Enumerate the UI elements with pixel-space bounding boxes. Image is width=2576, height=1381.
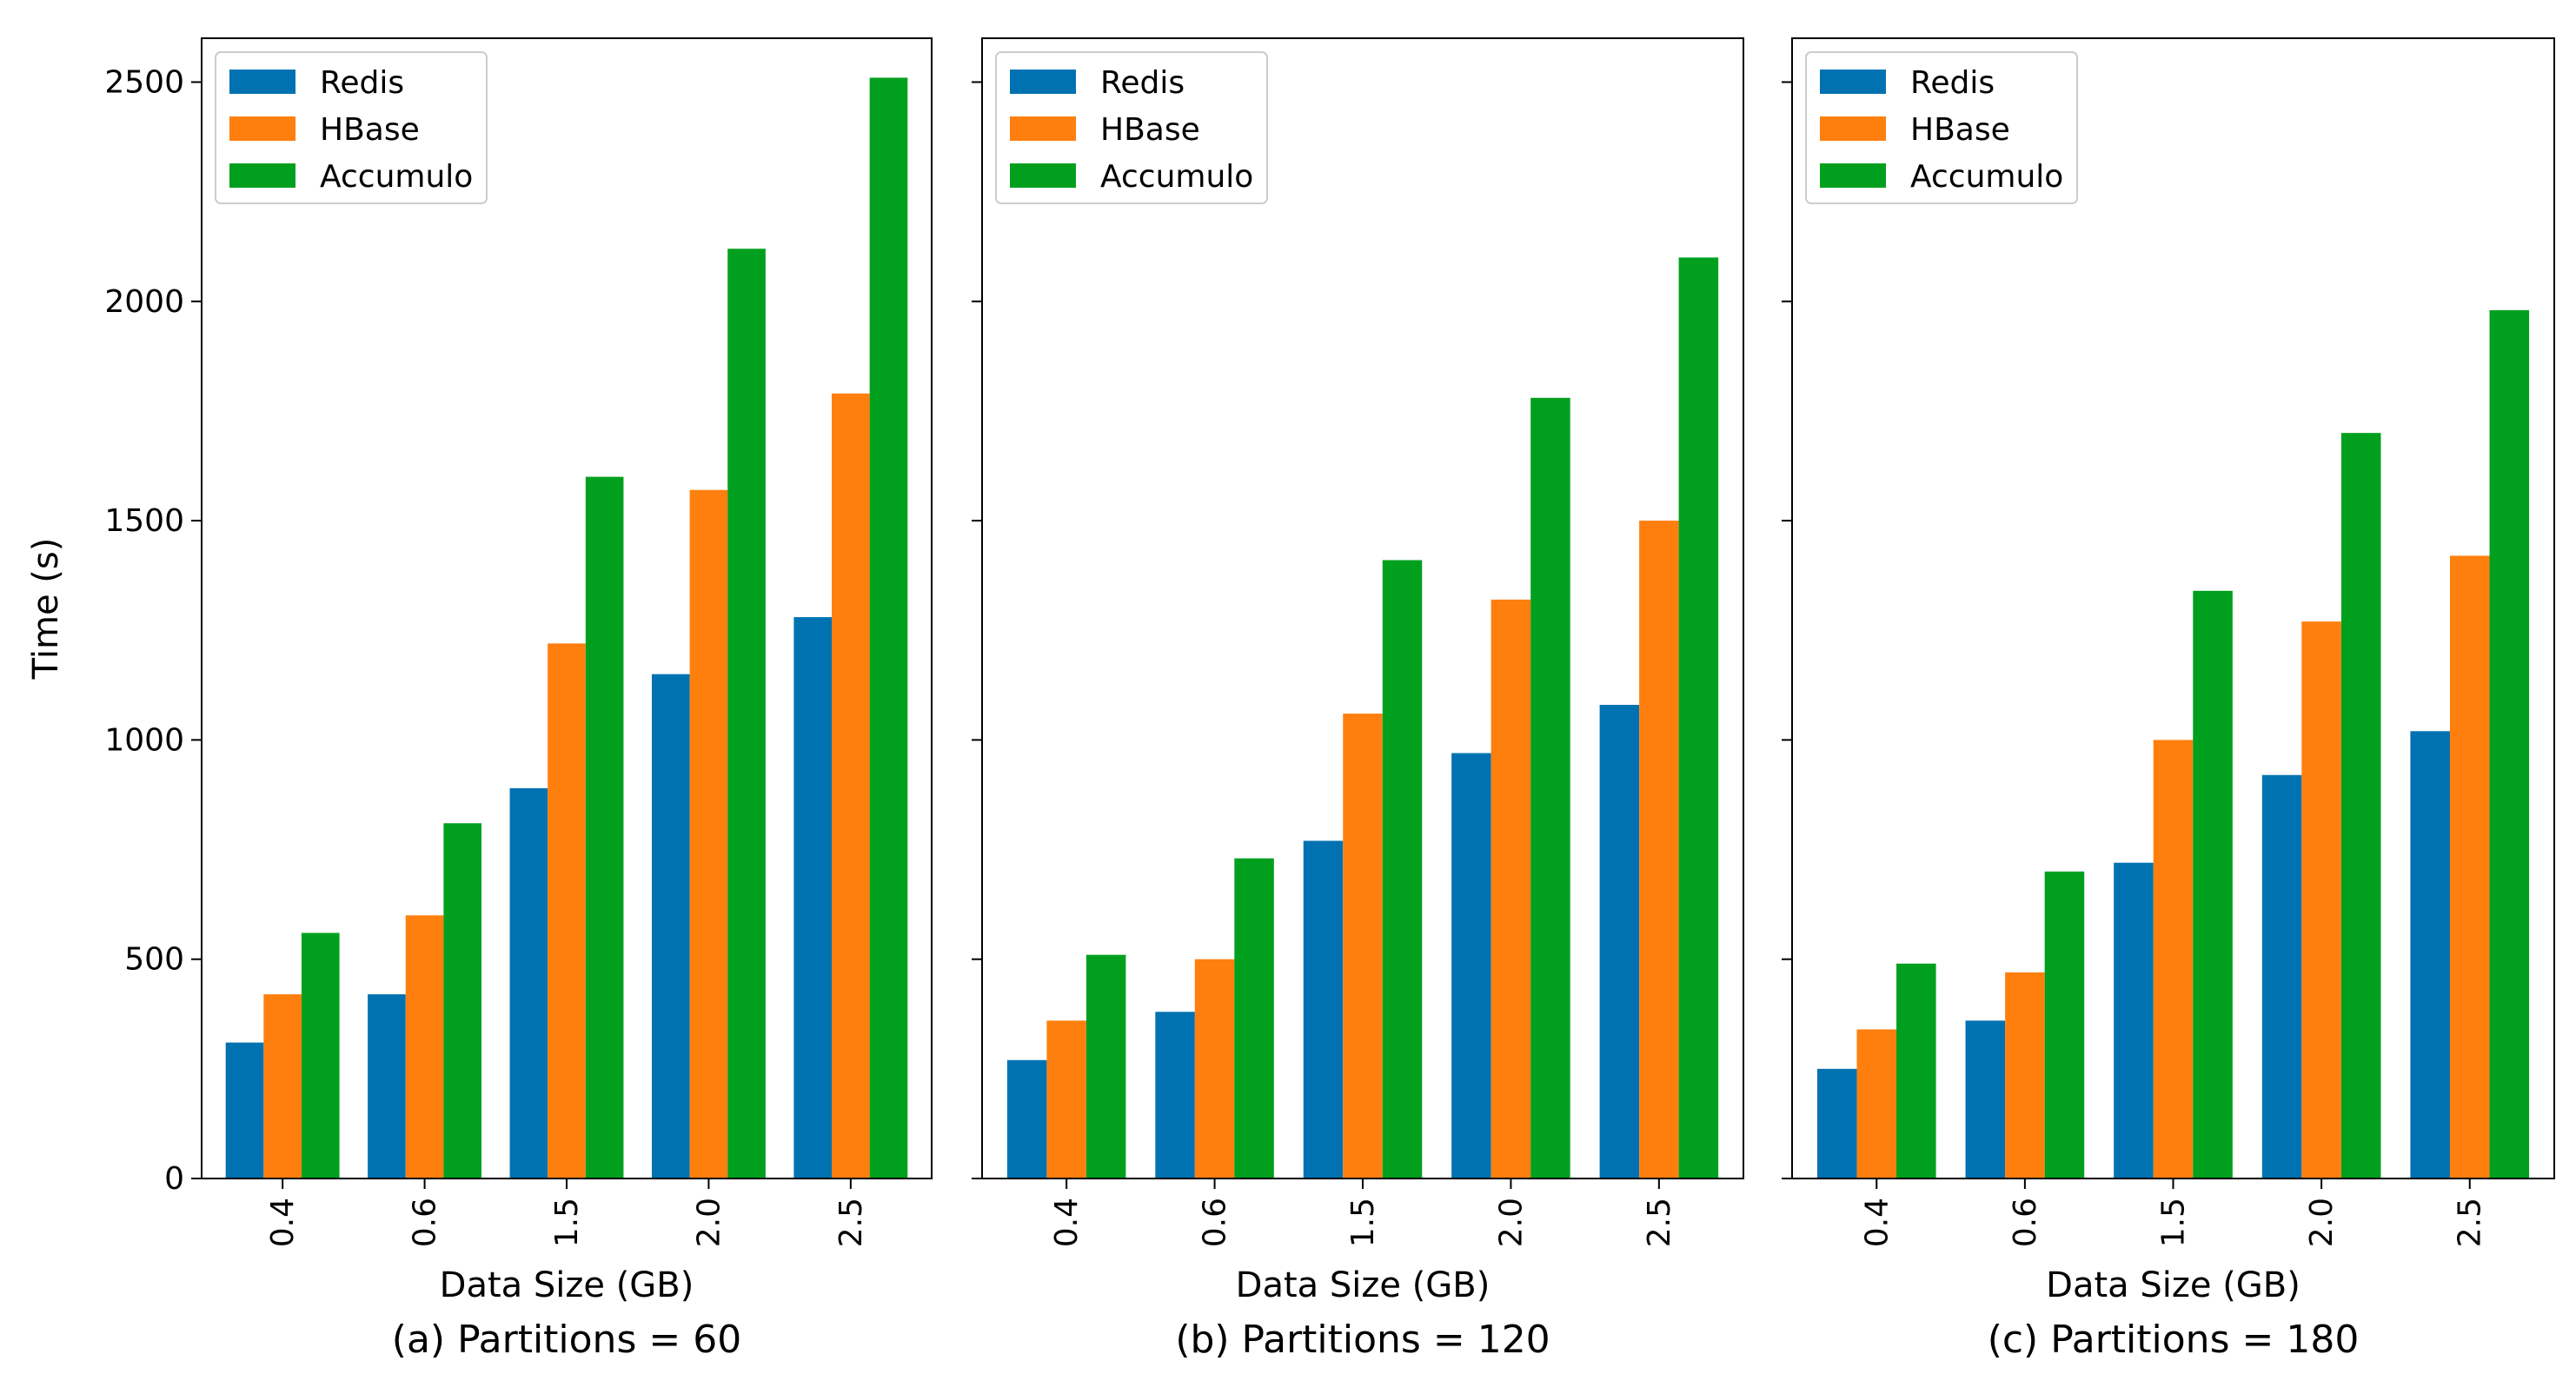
- x-tick-label: 0.4: [1049, 1198, 1085, 1247]
- legend-label-redis: Redis: [1910, 65, 1995, 101]
- panel-caption: (a) Partitions = 60: [392, 1318, 741, 1362]
- bar-redis-1.5: [1303, 840, 1344, 1178]
- plot-frame: [1791, 37, 2555, 1179]
- legend-label-hbase: HBase: [1910, 112, 2010, 148]
- x-axis-label: Data Size (GB): [440, 1265, 694, 1305]
- bar-accumulo-0.4: [1086, 954, 1126, 1178]
- bar-hbase-1.5: [1343, 714, 1383, 1178]
- x-tick-label: 2.0: [1493, 1198, 1529, 1247]
- x-tick-label: 2.0: [2304, 1198, 2340, 1247]
- y-tick-label: 1500: [104, 503, 184, 539]
- bar-redis-2.5: [1599, 705, 1640, 1178]
- bar-hbase-0.4: [1046, 1020, 1086, 1178]
- y-tick-label: 500: [124, 942, 184, 978]
- legend-swatch-accumulo: [1010, 163, 1076, 188]
- panel-caption: (b) Partitions = 120: [1175, 1318, 1550, 1362]
- legend-swatch-hbase: [229, 116, 295, 141]
- bar-hbase-0.4: [263, 994, 302, 1178]
- legend-swatch-hbase: [1820, 116, 1886, 141]
- bar-accumulo-2.0: [2340, 433, 2381, 1179]
- y-axis-label: Time (s): [26, 538, 66, 681]
- bar-accumulo-0.4: [1896, 963, 1936, 1178]
- y-tick-label: 1000: [104, 722, 184, 758]
- panel-caption: (c) Partitions = 180: [1988, 1318, 2360, 1362]
- y-tick-label: 0: [164, 1161, 184, 1197]
- legend-label-hbase: HBase: [320, 112, 420, 148]
- bar-hbase-0.4: [1856, 1029, 1897, 1178]
- bar-accumulo-2.5: [1678, 257, 1719, 1179]
- bar-redis-2.5: [2410, 731, 2450, 1178]
- bar-redis-0.6: [368, 994, 406, 1178]
- bar-accumulo-0.6: [443, 823, 482, 1178]
- bar-redis-0.6: [1965, 1020, 2006, 1178]
- bar-hbase-2.5: [1639, 521, 1679, 1178]
- bar-hbase-2.0: [2301, 621, 2341, 1178]
- bar-hbase-2.5: [2449, 555, 2490, 1178]
- bar-redis-0.4: [1006, 1059, 1047, 1178]
- x-tick-label: 0.6: [1198, 1198, 1233, 1247]
- legend-swatch-redis: [1010, 70, 1076, 94]
- x-tick-label: 0.6: [408, 1198, 443, 1247]
- x-tick-label: 1.5: [2156, 1198, 2192, 1247]
- bar-accumulo-2.5: [869, 77, 908, 1178]
- x-tick-label: 1.5: [1345, 1198, 1381, 1247]
- bar-redis-2.0: [1451, 753, 1491, 1178]
- legend-swatch-redis: [229, 70, 295, 94]
- bar-accumulo-1.5: [2193, 590, 2233, 1178]
- plot-frame: [981, 37, 1744, 1179]
- x-axis-label: Data Size (GB): [2046, 1265, 2300, 1305]
- x-tick-label: 0.4: [1859, 1198, 1895, 1247]
- legend-swatch-accumulo: [229, 163, 295, 188]
- plot-frame: [201, 37, 933, 1179]
- bar-hbase-2.5: [832, 393, 870, 1178]
- x-tick-label: 0.4: [265, 1198, 301, 1247]
- bar-redis-0.6: [1155, 1012, 1195, 1178]
- legend-swatch-hbase: [1010, 116, 1076, 141]
- bar-accumulo-0.4: [301, 933, 340, 1178]
- legend-label-accumulo: Accumulo: [1910, 159, 2063, 195]
- bar-hbase-0.6: [1194, 959, 1235, 1178]
- bar-hbase-1.5: [548, 643, 586, 1178]
- x-tick-label: 2.5: [1642, 1198, 1677, 1247]
- x-tick-label: 2.5: [2453, 1198, 2488, 1247]
- bar-accumulo-1.5: [585, 476, 624, 1178]
- bar-redis-2.0: [2261, 774, 2302, 1178]
- bar-redis-2.5: [793, 617, 833, 1178]
- bar-redis-0.4: [225, 1042, 264, 1178]
- chart-panel-3: 0.4 0.6 1.5 2.0 2.5 Redis HBase Accumulo Data Si…: [1782, 37, 2555, 1362]
- bar-accumulo-2.0: [1530, 397, 1570, 1178]
- x-tick-label: 1.5: [549, 1198, 585, 1247]
- legend-label-redis: Redis: [320, 65, 404, 101]
- legend-label-redis: Redis: [1100, 65, 1185, 101]
- bar-hbase-2.0: [1490, 599, 1531, 1178]
- chart-panel-2: 0.4 0.6 1.5 2.0 2.5 Redis HBase Accumulo Data Si…: [972, 37, 1744, 1362]
- bar-redis-0.4: [1816, 1068, 1857, 1178]
- x-tick-label: 2.0: [691, 1198, 727, 1247]
- legend-swatch-redis: [1820, 70, 1886, 94]
- legend-label-accumulo: Accumulo: [320, 159, 473, 195]
- x-axis-label: Data Size (GB): [1236, 1265, 1490, 1305]
- bar-hbase-1.5: [2153, 740, 2194, 1178]
- x-tick-label: 0.6: [2008, 1198, 2043, 1247]
- bar-accumulo-2.5: [2489, 309, 2530, 1178]
- bar-hbase-0.6: [405, 915, 444, 1178]
- y-tick-label: 2000: [104, 284, 184, 320]
- bar-accumulo-1.5: [1382, 560, 1423, 1178]
- legend-label-accumulo: Accumulo: [1100, 159, 1253, 195]
- legend-swatch-accumulo: [1820, 163, 1886, 188]
- y-tick-label: 2500: [104, 64, 184, 100]
- bar-accumulo-0.6: [2044, 871, 2085, 1178]
- bar-accumulo-2.0: [727, 249, 766, 1179]
- bar-redis-2.0: [651, 674, 690, 1178]
- x-tick-label: 2.5: [833, 1198, 869, 1247]
- bar-redis-1.5: [509, 787, 548, 1178]
- chart-panel-1: 0 500 1000 1500 2000 2500 0.4 0.6 1.5 2.0 2.5 Redis…: [26, 37, 933, 1362]
- bar-redis-1.5: [2114, 862, 2154, 1178]
- legend-label-hbase: HBase: [1100, 112, 1200, 148]
- bar-hbase-2.0: [689, 489, 728, 1178]
- bar-hbase-0.6: [2005, 972, 2045, 1178]
- bar-accumulo-0.6: [1234, 858, 1274, 1178]
